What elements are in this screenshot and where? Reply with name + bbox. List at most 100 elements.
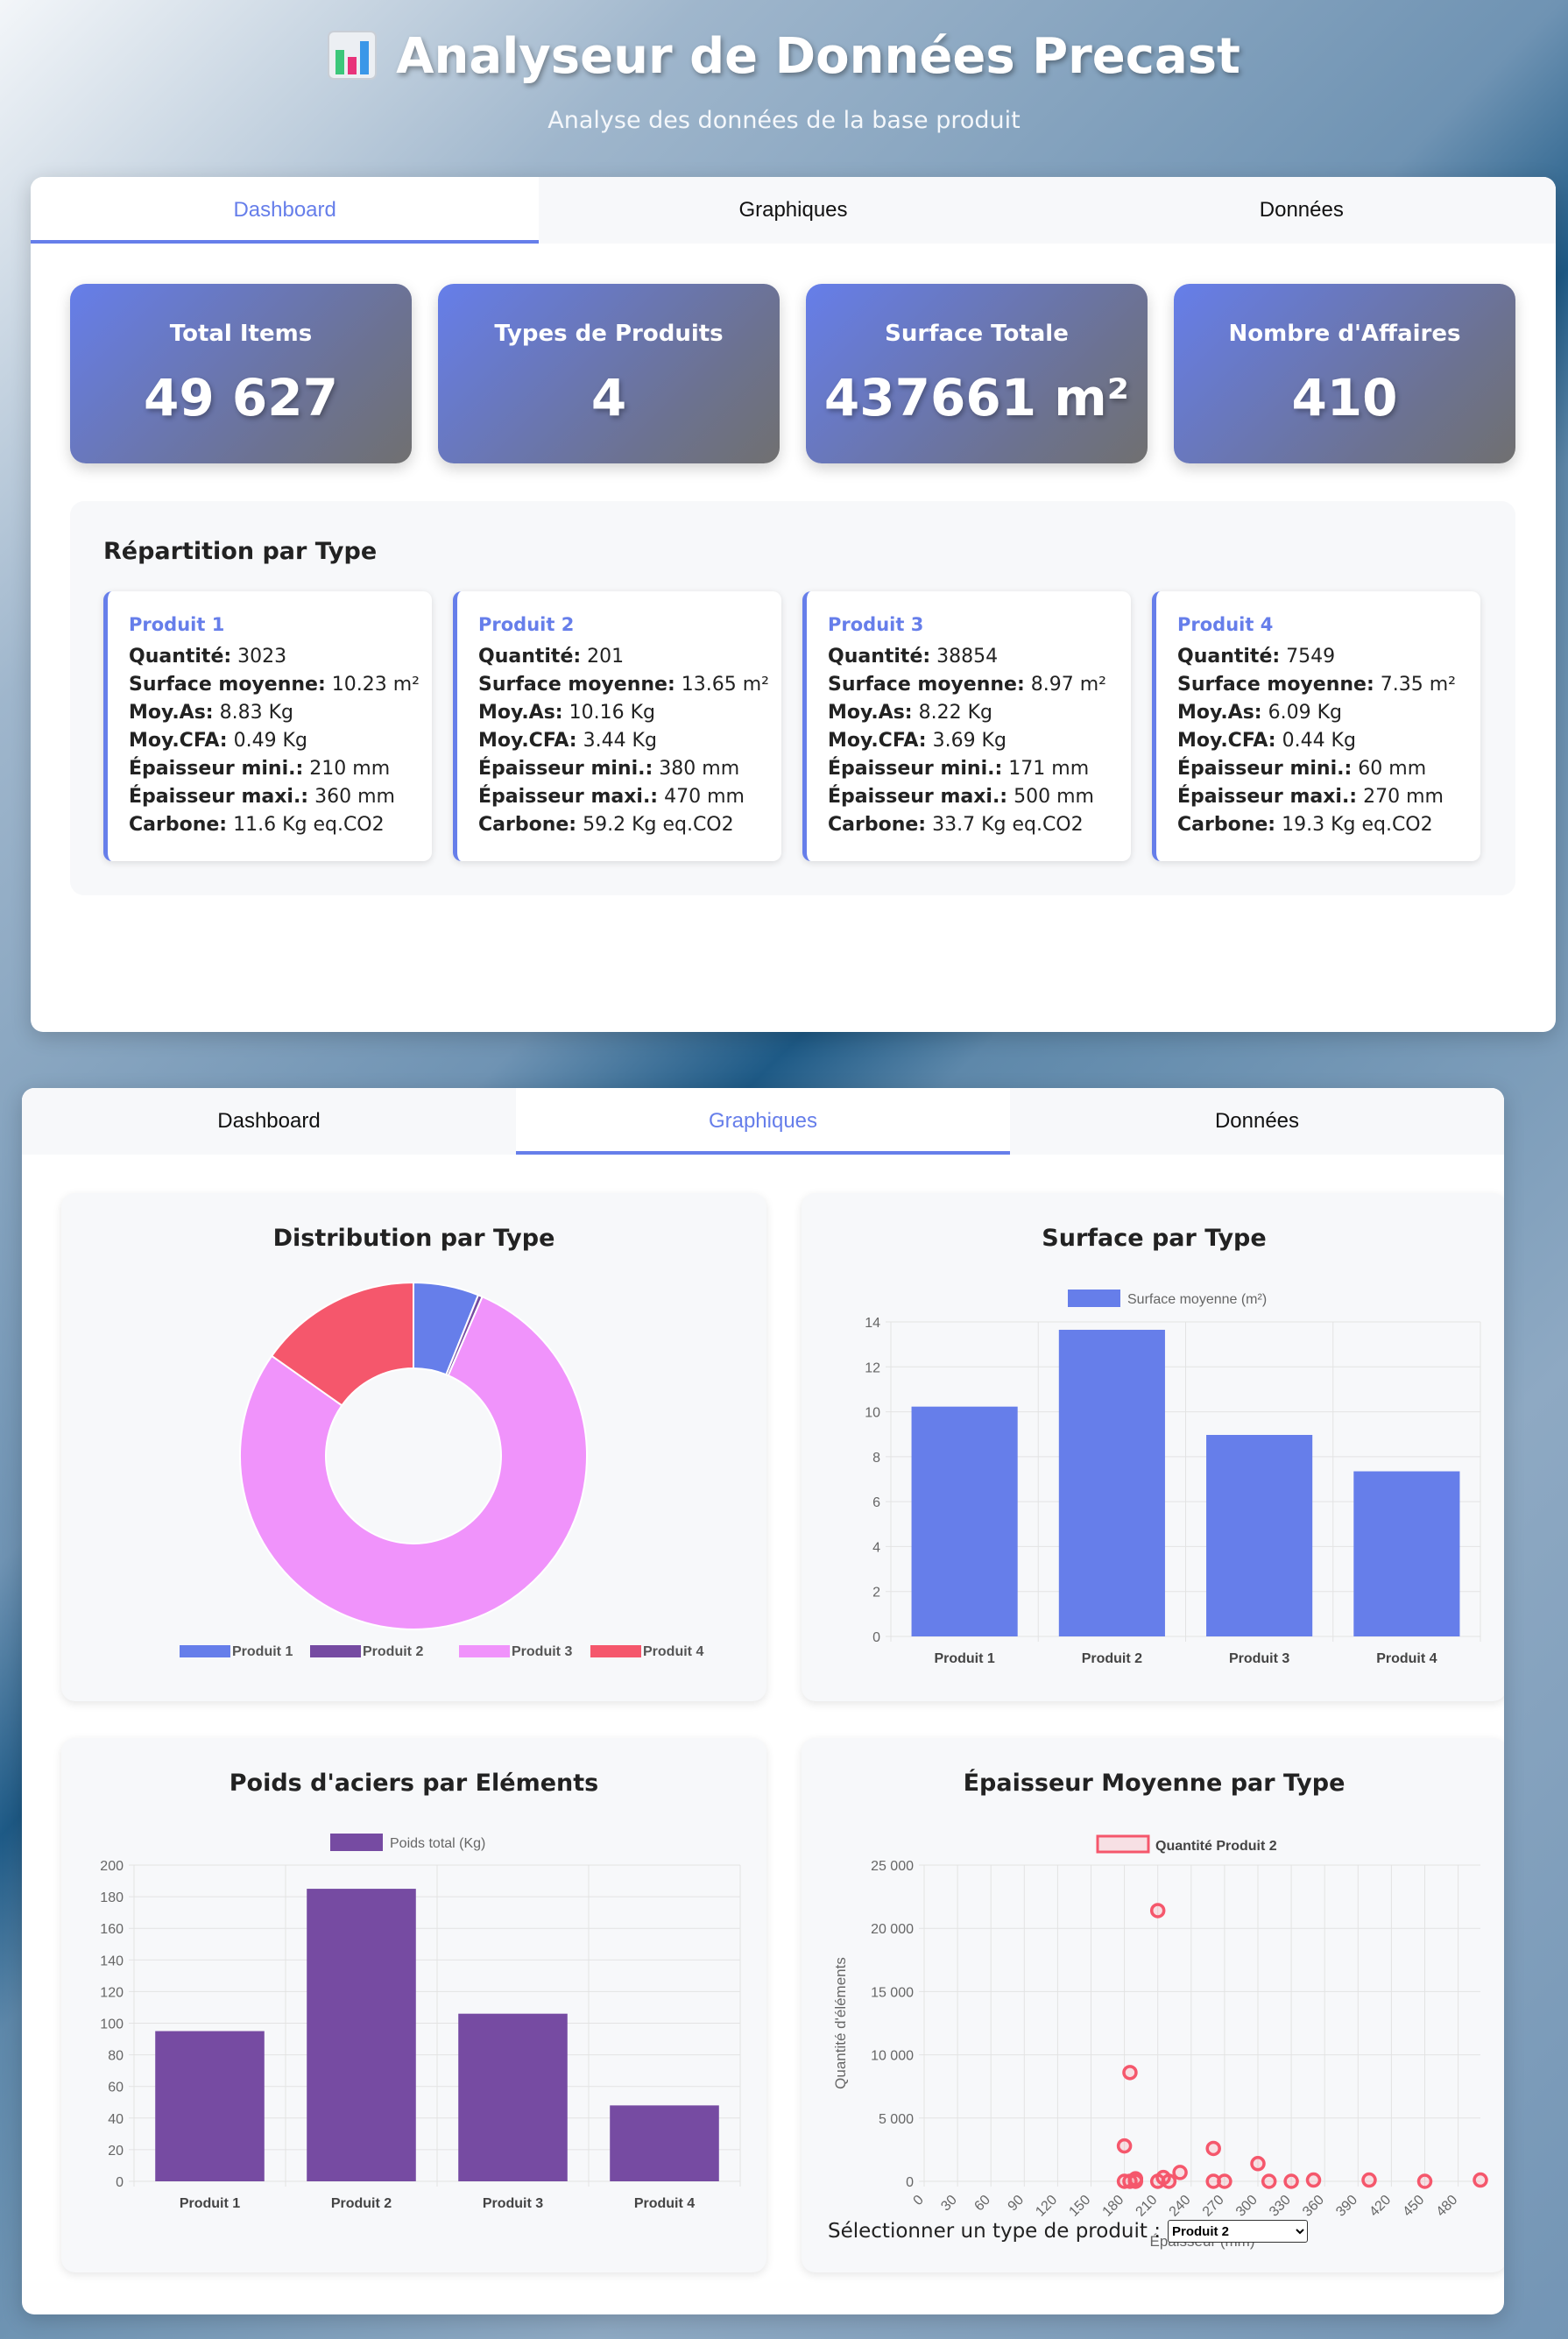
legend-label-1: Produit 1 xyxy=(232,1644,293,1659)
scatter-point-20 xyxy=(1416,2173,1433,2189)
row-label: Quantité: xyxy=(129,646,232,668)
type-card-row-surface: Surface moyenne: 13.65 m² xyxy=(478,671,781,699)
pie-slice-4 xyxy=(270,1281,414,1407)
x-tick-label: 270 xyxy=(1200,2193,1227,2220)
row-value: 38854 xyxy=(936,646,999,668)
row-value: 10.23 m² xyxy=(331,674,420,696)
row-label: Carbone: xyxy=(828,814,927,836)
stat-value: 4 xyxy=(590,368,627,428)
x-tick-label: 180 xyxy=(1100,2193,1127,2220)
stat-label: Total Items xyxy=(169,321,313,347)
legend-swatch xyxy=(330,1834,383,1851)
y-tick-label: 120 xyxy=(100,1985,124,2000)
y-tick-label: 60 xyxy=(108,2081,124,2095)
type-card-row-moy-as: Moy.As: 6.09 Kg xyxy=(1177,699,1480,727)
row-label: Épaisseur maxi.: xyxy=(828,786,1008,808)
type-card-row-quantite: Quantité: 201 xyxy=(478,643,781,671)
row-value: 60 mm xyxy=(1358,758,1427,780)
x-tick-label: Produit 4 xyxy=(634,2196,695,2211)
type-card-row-ep-min: Épaisseur mini.: 210 mm xyxy=(129,755,432,783)
scatter-point-18 xyxy=(1305,2172,1322,2188)
y-tick-label: 14 xyxy=(865,1316,880,1331)
type-card-row-moy-as: Moy.As: 8.22 Kg xyxy=(828,699,1131,727)
x-tick-label: 0 xyxy=(911,2193,927,2208)
bar-1 xyxy=(911,1406,1018,1636)
y-tick-label: 12 xyxy=(865,1360,880,1375)
x-tick-label: 390 xyxy=(1333,2193,1360,2220)
row-label: Carbone: xyxy=(1177,814,1276,836)
chart-card-distribution: Distribution par Type Produit 1 Produit 2… xyxy=(61,1193,766,1701)
row-label: Moy.CFA: xyxy=(129,730,228,752)
scatter-point-3 xyxy=(1122,2065,1138,2081)
legend-swatch-4 xyxy=(590,1645,641,1657)
stat-card-surface-totale: Surface Totale 437661 m² xyxy=(806,284,1148,463)
x-tick-label: 480 xyxy=(1434,2193,1461,2220)
bar-2 xyxy=(307,1889,416,2181)
x-tick-label: 360 xyxy=(1300,2193,1327,2220)
chart-title: Poids d'aciers par Eléments xyxy=(229,1770,599,1797)
type-card-row-moy-cfa: Moy.CFA: 0.44 Kg xyxy=(1177,727,1480,755)
app-header: Analyseur de Données Precast Analyse des… xyxy=(0,0,1568,166)
row-label: Moy.As: xyxy=(1177,702,1262,724)
type-card-row-moy-as: Moy.As: 8.83 Kg xyxy=(129,699,432,727)
row-value: 201 xyxy=(587,646,625,668)
y-tick-label: 10 xyxy=(865,1406,880,1421)
chart-title: Distribution par Type xyxy=(272,1225,555,1252)
bar-1 xyxy=(155,2031,265,2181)
scatter-point-21 xyxy=(1473,2172,1488,2188)
row-value: 210 mm xyxy=(309,758,391,780)
scatter-point-14 xyxy=(1217,2173,1233,2189)
chart-title: Épaisseur Moyenne par Type xyxy=(963,1770,1346,1797)
type-card-1: Produit 1 Quantité: 3023 Surface moyenne: … xyxy=(103,591,432,861)
tab-dashboard[interactable]: Dashboard xyxy=(217,1109,321,1133)
type-card-row-moy-cfa: Moy.CFA: 3.69 Kg xyxy=(828,727,1131,755)
row-label: Carbone: xyxy=(129,814,228,836)
y-tick-label: 2 xyxy=(872,1586,880,1601)
legend-label: Poids total (Kg) xyxy=(390,1836,485,1851)
scatter-point-16 xyxy=(1261,2173,1277,2189)
row-value: 500 mm xyxy=(1014,786,1094,808)
scatter-point-1 xyxy=(1116,2138,1133,2154)
y-tick-label: 0 xyxy=(906,2175,914,2190)
row-label: Épaisseur mini.: xyxy=(1177,758,1353,780)
bar-chart-poids: 0 20 40 60 80 100 120 140 160 180 200 Produit 1 Prod… xyxy=(100,1834,741,2211)
tab-dashboard[interactable]: Dashboard xyxy=(31,177,540,244)
y-tick-label: 4 xyxy=(872,1540,880,1555)
legend-label-2: Produit 2 xyxy=(363,1644,423,1659)
legend-swatch xyxy=(1068,1290,1120,1307)
x-tick-label: Produit 2 xyxy=(331,2196,392,2211)
product-type-select[interactable]: Produit 2 xyxy=(1167,2220,1308,2243)
tab-graphiques[interactable]: Graphiques xyxy=(516,1088,1010,1155)
row-label: Moy.CFA: xyxy=(828,730,927,752)
row-label: Surface moyenne: xyxy=(828,674,1025,696)
type-card-row-ep-min: Épaisseur mini.: 380 mm xyxy=(478,755,781,783)
type-card-row-carbone: Carbone: 59.2 Kg eq.CO2 xyxy=(478,811,781,839)
stat-value: 410 xyxy=(1291,368,1398,428)
type-card-row-ep-max: Épaisseur maxi.: 470 mm xyxy=(478,783,781,811)
type-card-row-moy-as: Moy.As: 10.16 Kg xyxy=(478,699,781,727)
y-tick-label: 180 xyxy=(100,1890,124,1905)
row-value: 11.6 Kg eq.CO2 xyxy=(233,814,385,836)
scatter-point-15 xyxy=(1250,2156,1266,2172)
x-tick-label: 240 xyxy=(1167,2193,1194,2220)
scatter-point-17 xyxy=(1283,2173,1299,2189)
tab-graphiques[interactable]: Graphiques xyxy=(738,198,848,222)
type-card-row-moy-cfa: Moy.CFA: 0.49 Kg xyxy=(129,727,432,755)
y-tick-label: 140 xyxy=(100,1954,124,1968)
row-value: 360 mm xyxy=(314,786,395,808)
x-tick-label: 150 xyxy=(1066,2193,1093,2220)
row-label: Moy.CFA: xyxy=(1177,730,1276,752)
chart-card-poids: Poids d'aciers par Eléments 0 20 40 60 80 100… xyxy=(61,1738,766,2272)
x-tick-label: 60 xyxy=(971,2193,993,2215)
x-tick-label: 210 xyxy=(1134,2193,1161,2220)
type-card-row-ep-max: Épaisseur maxi.: 270 mm xyxy=(1177,783,1480,811)
row-value: 8.97 m² xyxy=(1030,674,1106,696)
tab-donnees[interactable]: Données xyxy=(1214,1109,1300,1133)
type-card-name: Produit 4 xyxy=(1177,614,1274,635)
row-label: Quantité: xyxy=(828,646,931,668)
x-tick-label: 120 xyxy=(1033,2193,1060,2220)
x-tick-label: Produit 1 xyxy=(934,1651,994,1666)
type-card-row-surface: Surface moyenne: 7.35 m² xyxy=(1177,671,1480,699)
tab-donnees[interactable]: Données xyxy=(1259,198,1344,222)
row-label: Moy.As: xyxy=(478,702,563,724)
